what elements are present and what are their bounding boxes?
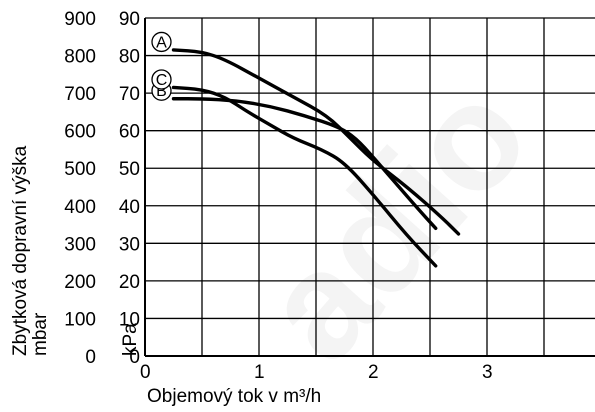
series-group (171, 48, 461, 268)
curve-label-a: A (151, 31, 172, 53)
y-tick-label-kpa: 50 (119, 159, 140, 180)
y-tick-label-kpa: 80 (119, 47, 140, 68)
curve-label-text: C (156, 72, 168, 89)
y-ticks-kpa: 0 10 20 30 40 50 60 70 80 90 (119, 9, 140, 368)
y-axis-unit-kpa: kPa (120, 323, 141, 356)
y-tick-label-kpa: 10 (119, 309, 140, 330)
y-tick-label-mbar: 600 (64, 122, 96, 143)
y-tick-label-mbar: 300 (64, 234, 96, 255)
y-tick-label-mbar: 800 (64, 47, 96, 68)
grid (144, 17, 595, 357)
x-tick-label: 3 (482, 362, 493, 383)
y-tick-label-kpa: 0 (129, 347, 140, 368)
series-line-a (171, 48, 461, 236)
x-tick-label: 2 (368, 362, 379, 383)
x-ticks: 01234 (140, 362, 493, 383)
y-tick-label-mbar: 500 (64, 159, 96, 180)
x-tick-label: 1 (254, 362, 265, 383)
y-tick-label-mbar: 400 (64, 197, 96, 218)
series-line-c (171, 85, 438, 268)
y-tick-label-kpa: 30 (119, 234, 140, 255)
x-tick-label: 0 (140, 362, 151, 383)
y-tick-label-kpa: 90 (119, 9, 140, 30)
curve-labels: A BC (151, 31, 172, 101)
curve-label-c: C (151, 69, 172, 90)
curve-label-circle (151, 31, 172, 53)
x-axis-title: Objemový tok v m³/h (147, 386, 321, 407)
y-tick-label-kpa: 20 (119, 272, 140, 293)
y-tick-label-mbar: 900 (64, 9, 96, 30)
curve-label-text: A (156, 34, 167, 51)
y-tick-label-kpa: 70 (119, 84, 140, 105)
y-tick-label-mbar: 100 (64, 309, 96, 330)
curve-label-text: B (156, 83, 167, 100)
y-axis-unit-mbar: mbar (30, 312, 51, 356)
y-tick-label-mbar: 0 (85, 347, 96, 368)
curve-label-circle (151, 69, 172, 90)
y-axis-title: Zbytková dopravní výška (10, 145, 31, 356)
y-tick-label-mbar: 200 (64, 272, 96, 293)
y-tick-label-kpa: 40 (119, 197, 140, 218)
y-tick-label-kpa: 60 (119, 122, 140, 143)
y-tick-label-mbar: 700 (64, 84, 96, 105)
y-ticks-mbar: 0 100 200 300 400 500 600 700 800 900 (64, 9, 96, 368)
